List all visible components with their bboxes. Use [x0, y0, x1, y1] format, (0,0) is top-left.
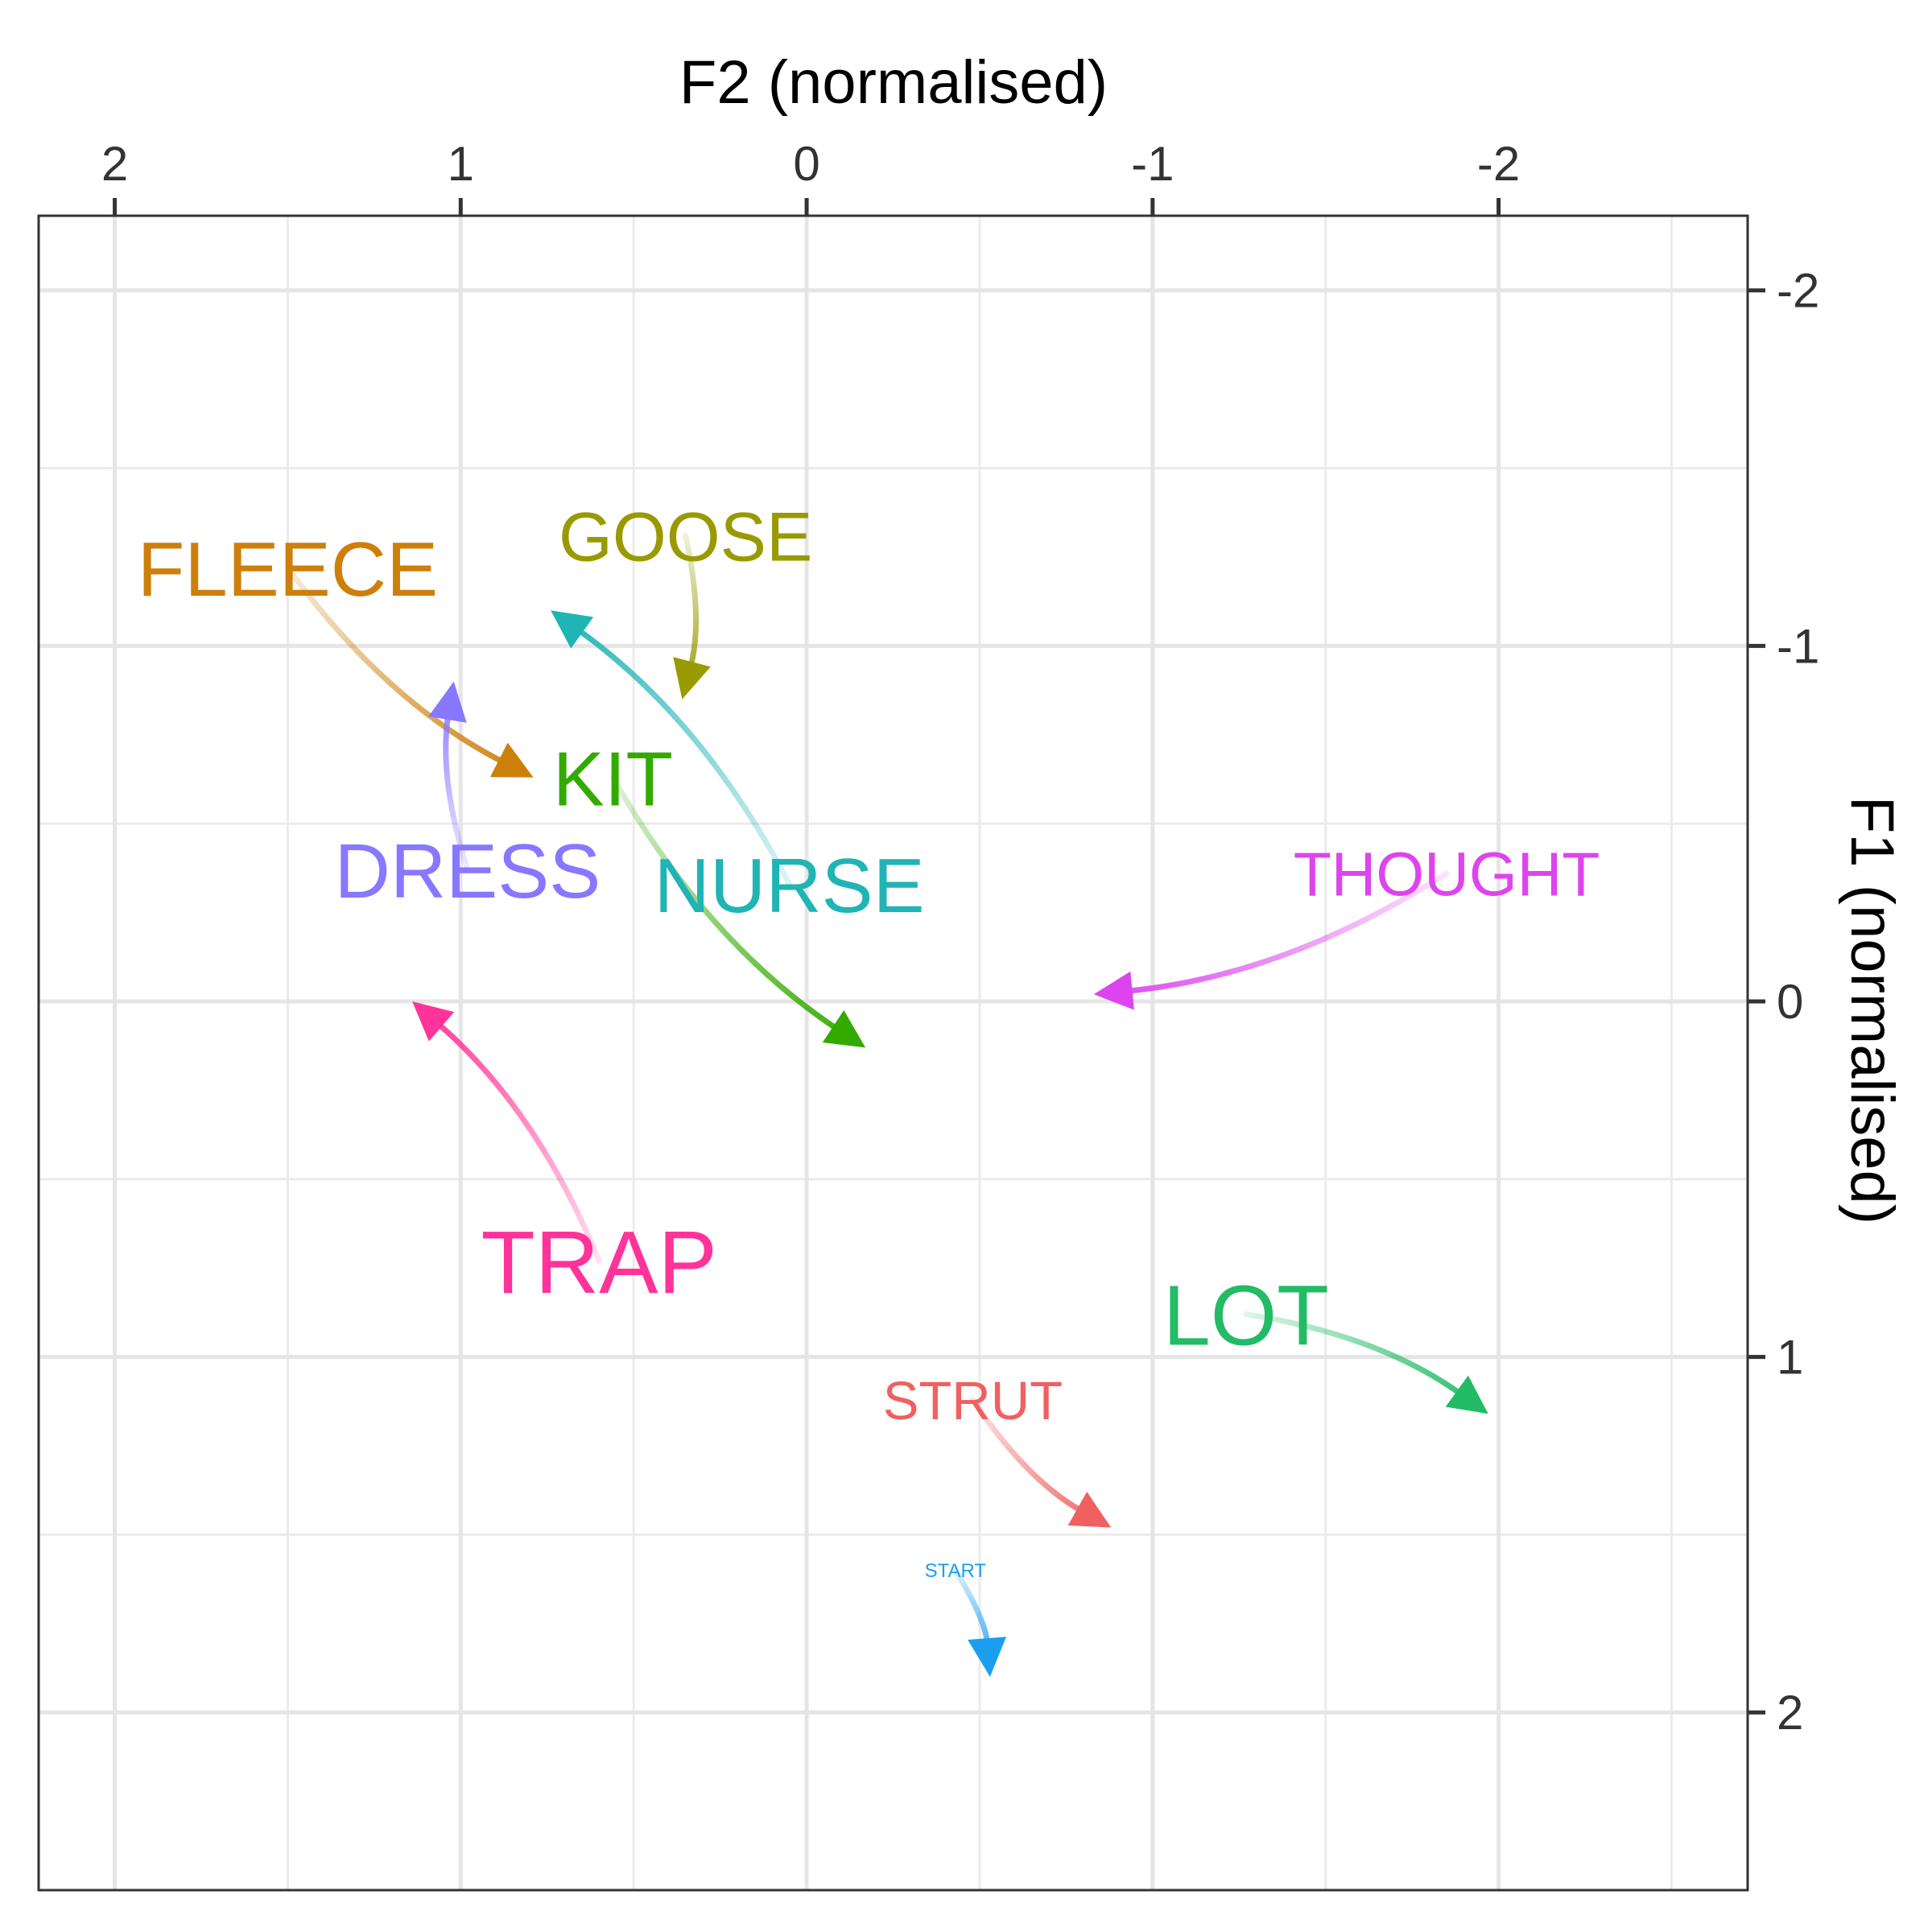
trajectory-line-dress [443, 711, 471, 873]
x-tick-label: -2 [1477, 137, 1520, 191]
grid-minor [39, 216, 1748, 1890]
y-tick-label: -2 [1777, 264, 1819, 318]
y-tick-label: 2 [1777, 1686, 1803, 1740]
x-axis: 2 1 0 -1 -2 [101, 137, 1520, 216]
y-axis-title: F1 (normalised) [1838, 796, 1906, 1224]
y-tick-label: 0 [1777, 975, 1803, 1029]
trajectory-arrowhead-trap [412, 1001, 455, 1042]
trajectory-arrowhead-nurse [551, 610, 594, 649]
trajectory-arrowhead-thought [1093, 971, 1134, 1010]
x-tick-label: -1 [1131, 137, 1174, 191]
trajectory-line-nurse [574, 626, 793, 887]
y-axis: -2 -1 0 1 2 [1748, 264, 1819, 1740]
y-tick-label: 1 [1777, 1331, 1803, 1385]
vowel-label-strut: STRUT [883, 1371, 1063, 1431]
trajectory-arrowhead-lot [1445, 1375, 1488, 1414]
x-tick-label: 2 [101, 137, 128, 191]
trajectory-arrowhead-start [968, 1637, 1007, 1678]
y-tick-label: -1 [1777, 619, 1819, 673]
trajectory-line-lot [1243, 1311, 1465, 1397]
plot-background [39, 216, 1748, 1890]
vowel-label-goose: GOOSE [559, 499, 812, 576]
vowel-label-trap: TRAP [481, 1213, 717, 1312]
trajectory-line-kit [609, 774, 841, 1033]
trajectory-arrowhead-strut [1067, 1492, 1112, 1528]
plot-panel-border [37, 214, 1749, 1892]
vowel-label-lot: LOT [1163, 1269, 1329, 1364]
trajectory-line-thought [1123, 870, 1450, 994]
trajectory-line-strut [969, 1397, 1086, 1515]
x-tick-label: 0 [793, 137, 819, 191]
trajectory-arrowhead-goose [673, 657, 711, 700]
trajectory-arrowhead-fleece [489, 742, 534, 778]
trajectory-line-goose [683, 532, 699, 671]
trajectory-arrowhead-kit [822, 1009, 866, 1048]
x-tick-label: 1 [448, 137, 474, 191]
trajectories [284, 532, 1488, 1678]
vowel-label-thought: THOUGHT [1294, 840, 1600, 910]
vowel-label-start: START [925, 1560, 987, 1582]
x-axis-title: F2 (normalised) [679, 48, 1108, 117]
trajectory-line-fleece [284, 564, 507, 766]
trajectory-line-trap [434, 1020, 602, 1264]
vowel-label-fleece: FLEECE [138, 526, 438, 613]
trajectory-arrowhead-dress [428, 681, 467, 723]
vowel-label-dress: DRESS [335, 828, 601, 914]
vowel-label-kit: KIT [553, 736, 673, 822]
grid-major [39, 216, 1748, 1890]
vowel-label-nurse: NURSE [654, 843, 925, 929]
